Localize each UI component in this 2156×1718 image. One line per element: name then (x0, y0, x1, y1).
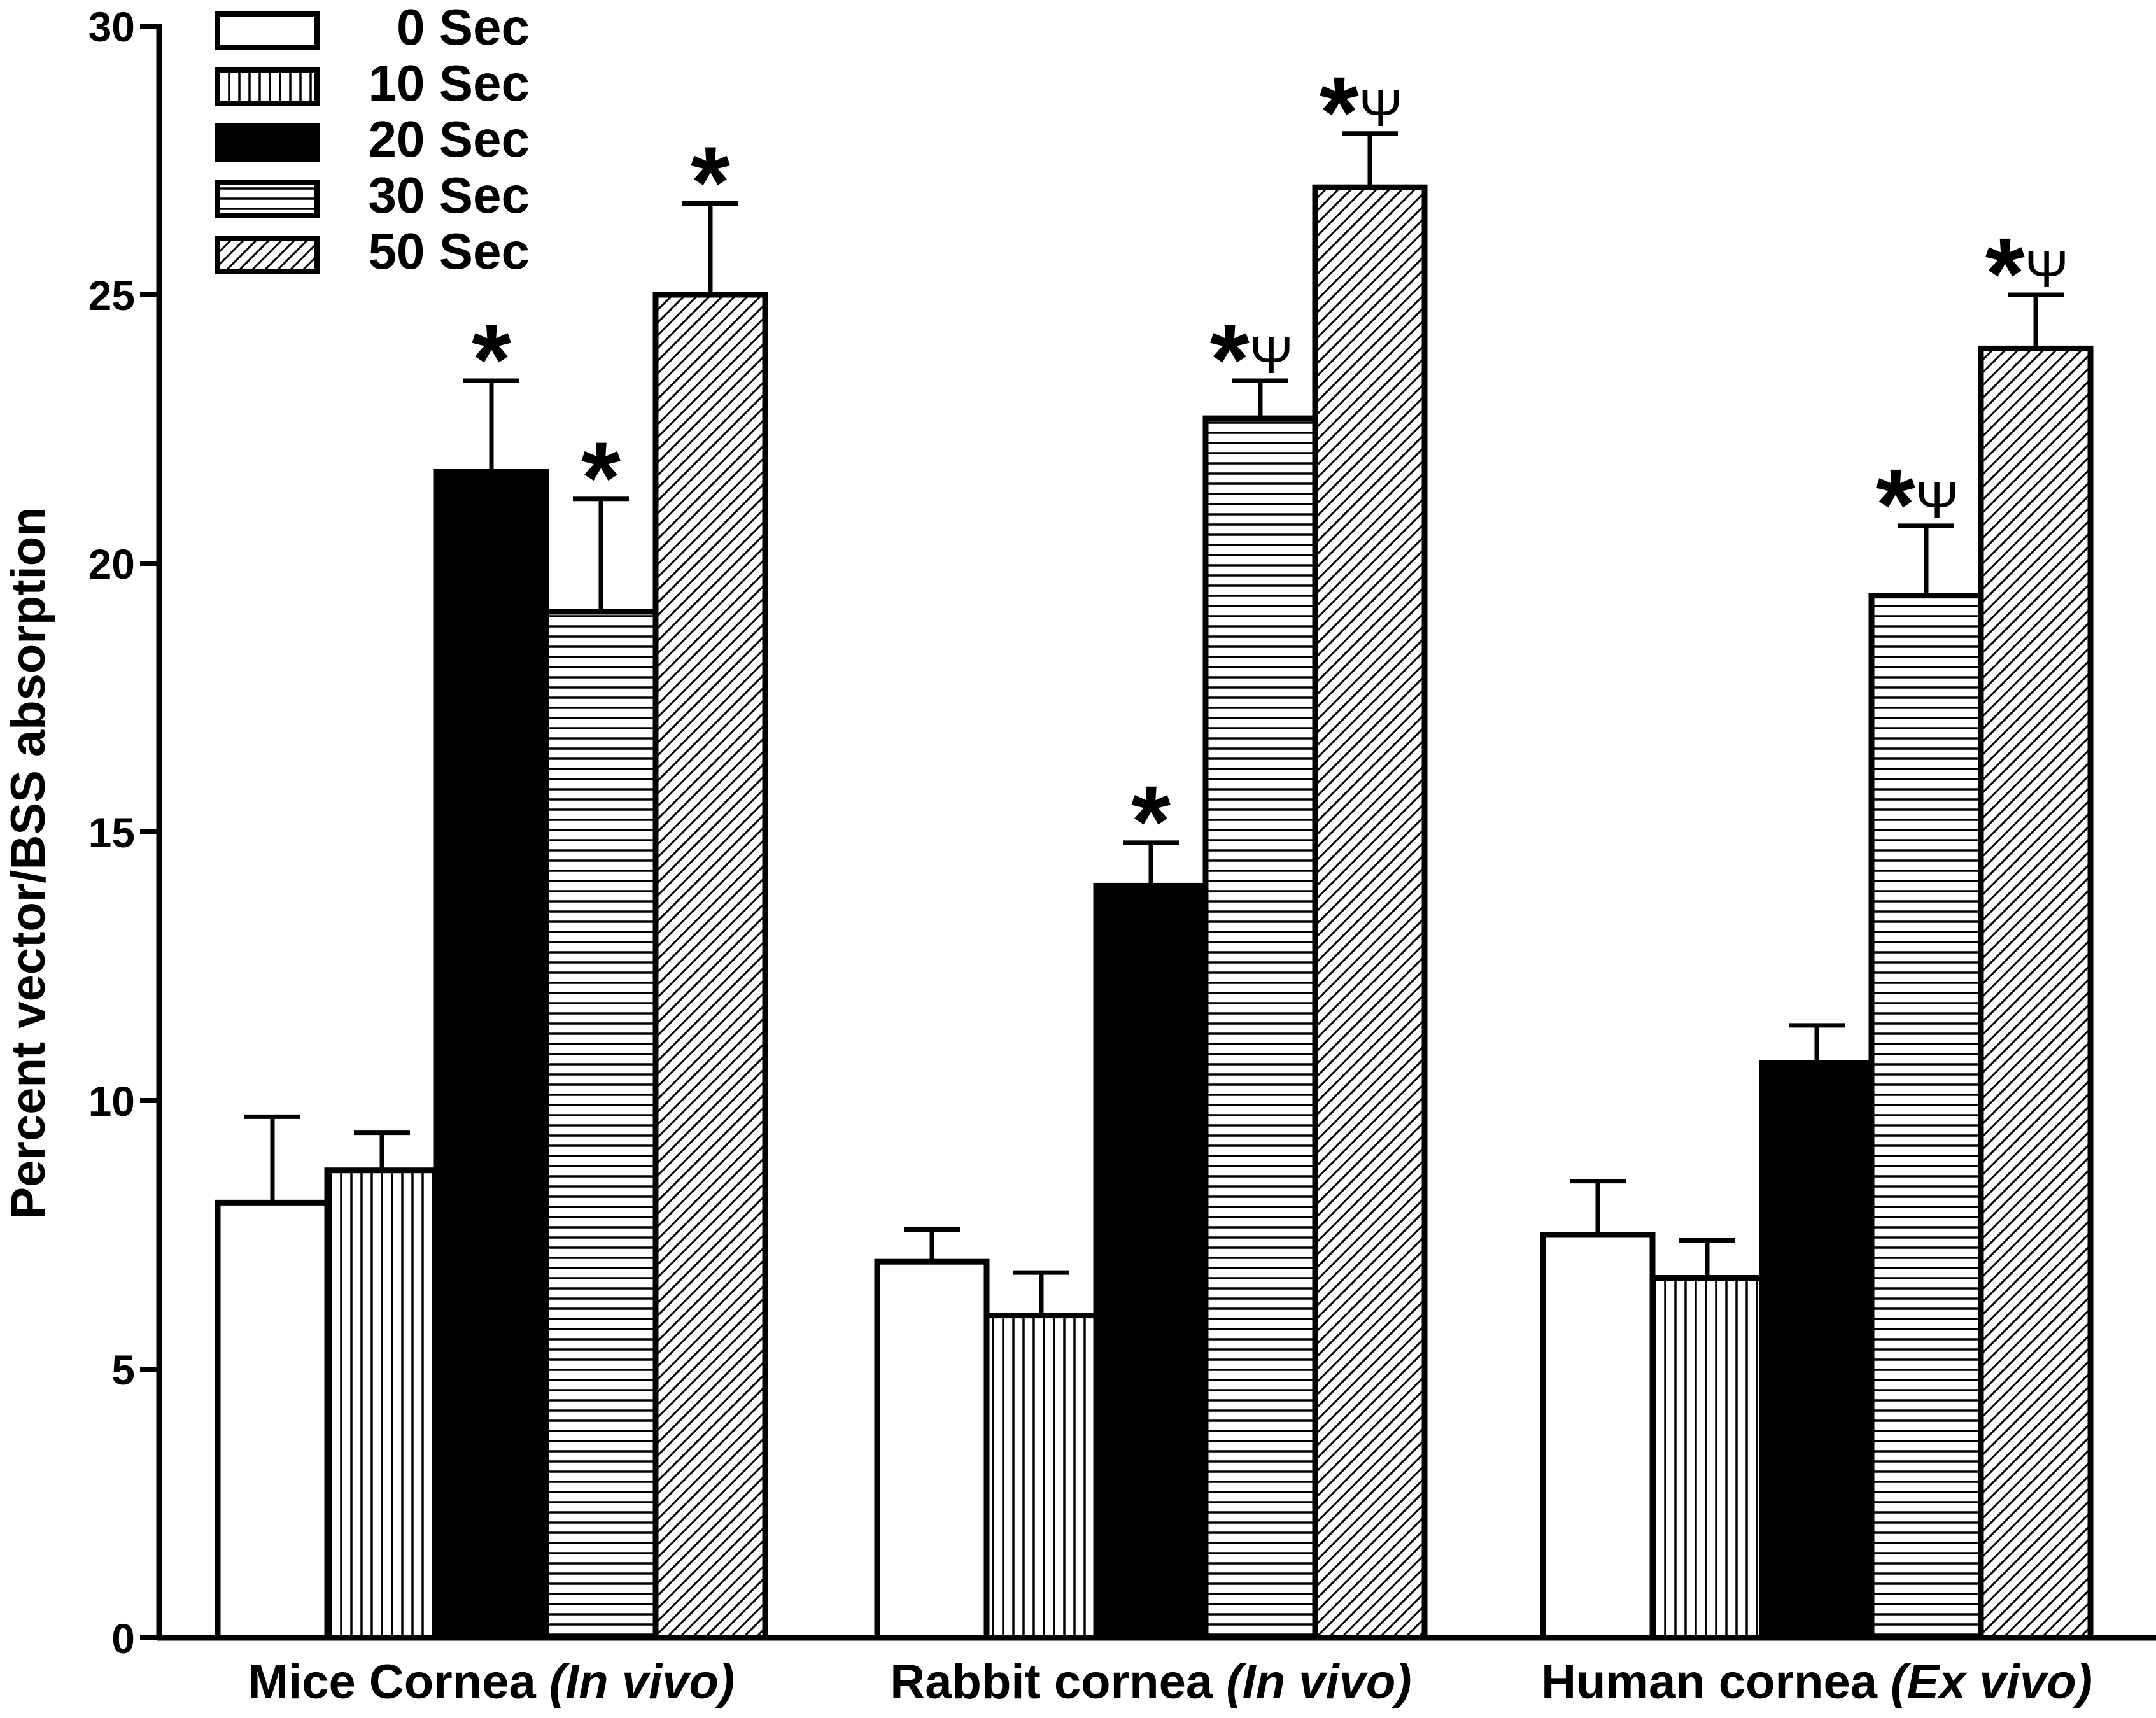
y-tick-label: 5 (111, 1346, 135, 1393)
bars-group: * * * * *Ψ *Ψ *Ψ *Ψ Mice Cornea (In vivo) Rabbit … (215, 55, 2094, 1709)
bar (1759, 1060, 1875, 1641)
significance-marker: *Ψ (1320, 55, 1403, 169)
bar (1540, 1232, 1656, 1641)
bar (433, 469, 549, 1641)
legend-label: 50 Sec (368, 223, 530, 279)
x-category-label: Mice Cornea (In vivo) (248, 1655, 735, 1709)
significance-marker: * (581, 421, 621, 535)
significance-marker: *Ψ (1876, 447, 1959, 561)
bar (983, 1313, 1099, 1641)
legend-swatch (215, 11, 320, 50)
y-tick-label: 30 (88, 3, 135, 50)
legend-label: 20 Sec (368, 111, 530, 167)
bar (543, 609, 659, 1641)
y-tick-label: 25 (88, 272, 135, 319)
bar (652, 292, 768, 1641)
significance-marker: *Ψ (1210, 302, 1293, 416)
bar (1093, 882, 1209, 1641)
y-tick-label: 0 (111, 1615, 135, 1662)
bar (1868, 593, 1984, 1641)
x-category-label: Human cornea (Ex vivo) (1541, 1655, 2092, 1709)
legend-swatch (215, 123, 320, 162)
legend-label: 0 Sec (397, 0, 530, 55)
bar (1978, 345, 2094, 1641)
legend-swatch (215, 180, 320, 218)
bar (1202, 415, 1318, 1641)
y-tick-label: 20 (88, 540, 135, 588)
y-axis-title: Percent vector/BSS absorption (1, 507, 55, 1219)
y-tick-label: 10 (88, 1078, 135, 1125)
significance-marker: *Ψ (1985, 216, 2069, 330)
legend-label: 10 Sec (368, 55, 530, 111)
bar (324, 1167, 440, 1641)
legend-swatch (215, 67, 320, 106)
bar (874, 1258, 990, 1641)
bar (215, 1199, 330, 1641)
y-tick-label: 15 (88, 809, 135, 856)
legend-label: 30 Sec (368, 167, 530, 223)
legend-swatch (215, 236, 320, 274)
bar (1649, 1275, 1765, 1641)
significance-marker: * (1131, 764, 1171, 878)
bar (1312, 184, 1428, 1641)
significance-marker: * (472, 302, 512, 416)
significance-marker: * (691, 125, 731, 239)
x-category-label: Rabbit cornea (In vivo) (890, 1655, 1411, 1709)
